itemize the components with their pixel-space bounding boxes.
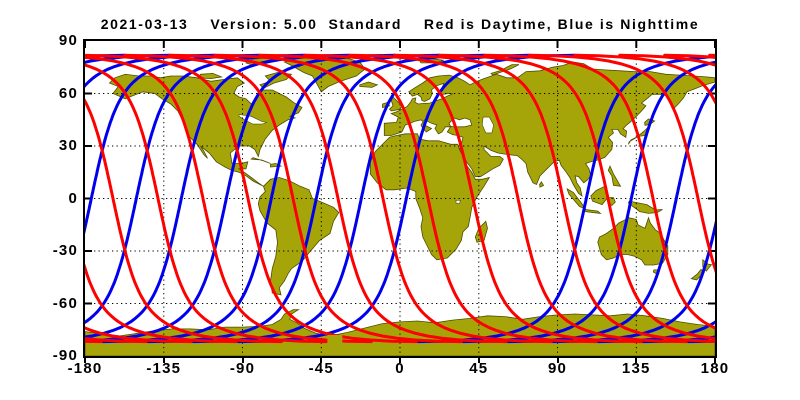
x-tick-mark xyxy=(635,358,638,363)
landmass xyxy=(198,72,223,80)
landmass xyxy=(369,133,491,261)
x-tick-label: -135 xyxy=(146,360,182,377)
y-tick-label: 60 xyxy=(58,84,78,102)
x-tick-mark xyxy=(556,358,559,363)
y-tick-label: -60 xyxy=(52,294,78,312)
lake xyxy=(455,200,461,205)
x-tick-label: 0 xyxy=(395,360,405,377)
day-track xyxy=(168,53,508,344)
x-tick-mark xyxy=(241,358,244,363)
x-tick-mark xyxy=(320,358,323,363)
landmass xyxy=(257,177,340,296)
x-tick-mark xyxy=(477,358,480,363)
night-track xyxy=(551,220,715,344)
plot-title: 2021-03-13 Version: 5.00 Standard Red is… xyxy=(100,16,700,32)
lake xyxy=(481,116,494,134)
night-track xyxy=(85,53,262,235)
x-tick-mark xyxy=(399,358,401,363)
x-tick-label: 180 xyxy=(700,360,730,377)
x-tick-mark xyxy=(162,358,165,363)
night-track xyxy=(191,53,532,344)
x-tick-label: -180 xyxy=(67,360,103,377)
day-track xyxy=(348,53,688,344)
day-track xyxy=(258,53,598,344)
x-tick-label: -45 xyxy=(308,360,334,377)
x-tick-label: 45 xyxy=(469,360,489,377)
night-track xyxy=(85,53,397,343)
landmass xyxy=(627,200,663,214)
night-track xyxy=(85,53,307,324)
x-tick-mark xyxy=(84,358,86,363)
landmass xyxy=(582,208,602,214)
day-track xyxy=(573,53,715,105)
landmass xyxy=(250,157,271,164)
night-track xyxy=(506,83,715,344)
day-track xyxy=(85,63,328,344)
day-track xyxy=(438,53,715,341)
landmass xyxy=(108,73,303,187)
y-tick-label: 0 xyxy=(68,189,78,207)
landmass xyxy=(359,81,379,88)
x-tick-label: -90 xyxy=(229,360,256,377)
day-track xyxy=(528,53,715,274)
y-tick-label: 30 xyxy=(58,137,78,154)
night-track xyxy=(85,53,352,339)
day-track xyxy=(303,53,643,344)
night-track xyxy=(236,53,577,344)
day-track xyxy=(85,53,418,344)
night-track xyxy=(101,53,442,344)
day-track xyxy=(85,98,283,344)
y-tick-label: 90 xyxy=(58,32,78,49)
landmass xyxy=(539,181,545,188)
landmass xyxy=(607,165,622,187)
day-track xyxy=(483,53,715,330)
bottom-band-data-gap xyxy=(327,335,343,349)
x-tick-label: 90 xyxy=(547,360,568,377)
y-tick-label: -30 xyxy=(52,242,78,259)
night-track xyxy=(416,55,715,344)
x-tick-label: 135 xyxy=(621,360,651,377)
night-track xyxy=(461,60,715,344)
landmass xyxy=(383,61,715,197)
day-track xyxy=(85,55,373,344)
day-track xyxy=(393,53,715,343)
night-track xyxy=(146,53,487,344)
x-tick-mark xyxy=(714,358,716,363)
day-track xyxy=(213,53,553,344)
y-tick-label: -90 xyxy=(52,347,78,364)
day-track xyxy=(85,263,238,344)
world-map-plot xyxy=(85,41,715,356)
day-track xyxy=(123,53,463,344)
